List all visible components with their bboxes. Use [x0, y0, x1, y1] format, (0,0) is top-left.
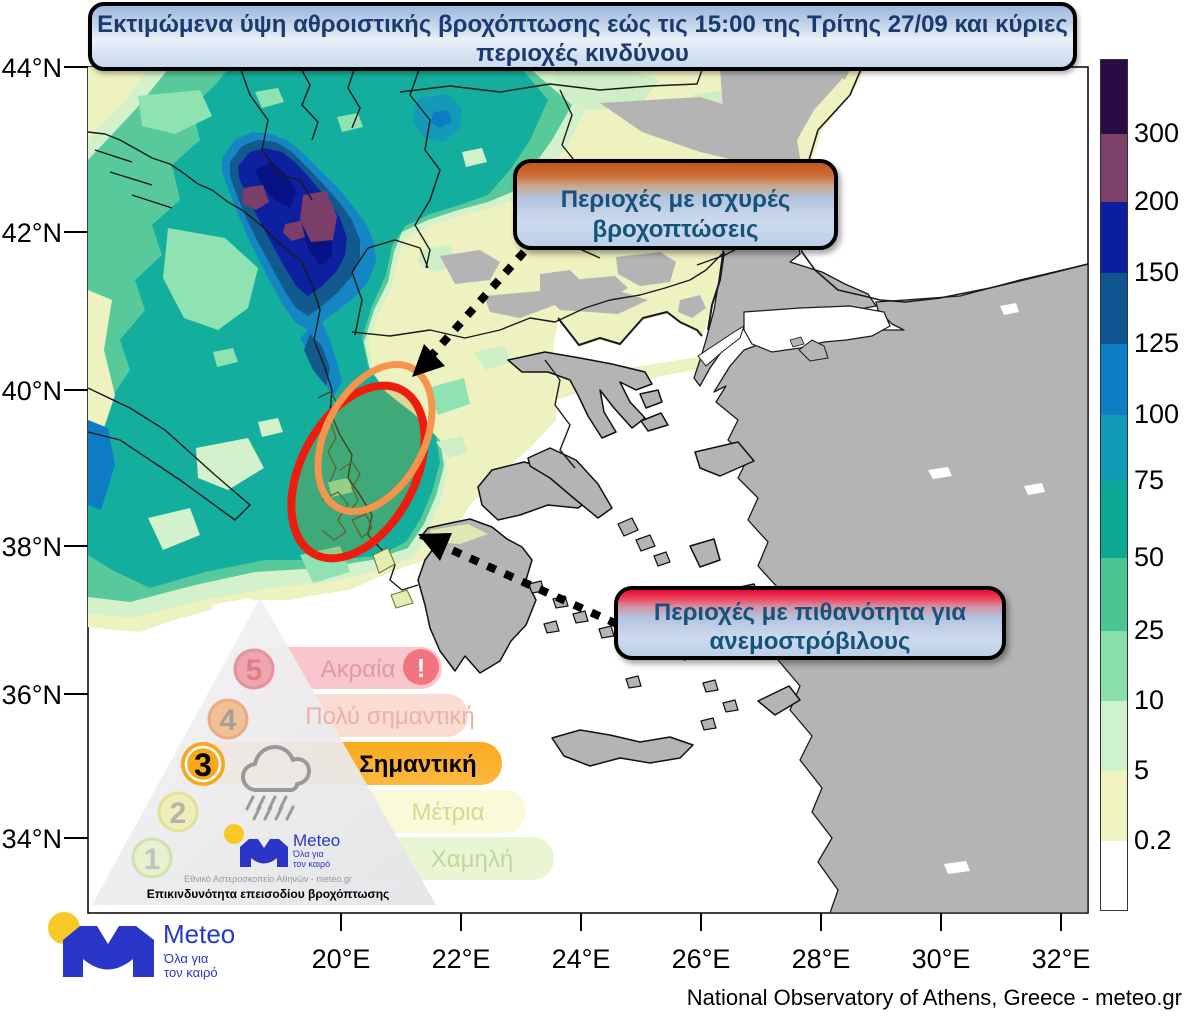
svg-text:1: 1 [144, 843, 161, 876]
svg-text:τον καιρό: τον καιρό [293, 859, 330, 869]
svg-text:Meteo: Meteo [293, 831, 340, 850]
svg-text:Όλα για: Όλα για [163, 951, 209, 966]
svg-text:Σημαντική: Σημαντική [359, 751, 476, 778]
svg-text:4: 4 [220, 704, 237, 737]
svg-text:Meteo: Meteo [163, 919, 235, 949]
svg-text:Μέτρια: Μέτρια [411, 799, 484, 826]
svg-text:5: 5 [246, 654, 263, 687]
svg-text:Επικινδυνότητα επεισοδίου βροχ: Επικινδυνότητα επεισοδίου βροχόπτωσης [147, 887, 390, 901]
svg-text:Χαμηλή: Χαμηλή [431, 846, 513, 873]
svg-text:2: 2 [170, 797, 187, 830]
svg-text:Όλα για: Όλα για [292, 849, 324, 859]
svg-text:Ακραία: Ακραία [321, 656, 396, 683]
svg-text:Εθνικό Αστεροσκοπείο Αθηνών -: Εθνικό Αστεροσκοπείο Αθηνών - meteo.gr [184, 874, 352, 884]
svg-text:Πολύ σημαντική: Πολύ σημαντική [305, 703, 474, 730]
svg-text:!: ! [417, 653, 426, 683]
svg-text:τον καιρό: τον καιρό [164, 965, 218, 980]
svg-text:3: 3 [194, 747, 212, 783]
